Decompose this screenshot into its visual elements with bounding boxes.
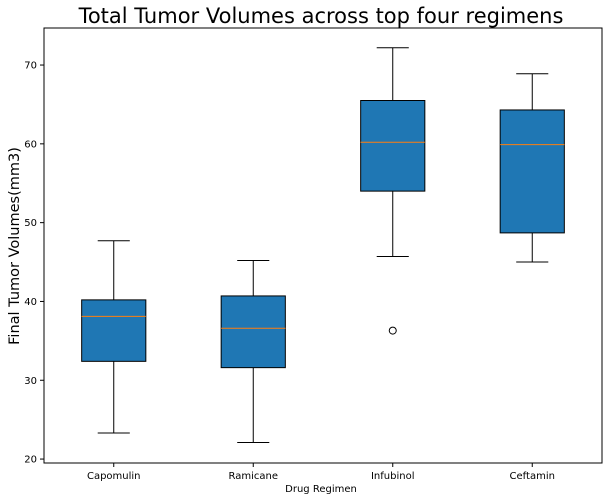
x-tick-label-ceftamin: Ceftamin	[510, 471, 555, 482]
y-tick-label: 40	[24, 297, 37, 308]
y-axis-label: Final Tumor Volumes(mm3)	[7, 147, 23, 345]
y-tick-label: 70	[24, 61, 37, 72]
box-ramicane	[220, 295, 286, 369]
y-tick-label: 30	[24, 376, 37, 387]
box-ceftamin	[499, 109, 565, 234]
y-tick-label: 50	[24, 218, 37, 229]
y-tick-label: 20	[24, 455, 37, 466]
outlier-infubinol	[388, 326, 397, 335]
x-tick-label-infubinol: Infubinol	[371, 471, 415, 482]
x-tick-label-ramicane: Ramicane	[229, 471, 279, 482]
x-tick-label-capomulin: Capomulin	[87, 471, 141, 482]
chart-title: Total Tumor Volumes across top four regi…	[78, 4, 564, 28]
box-capomulin	[81, 299, 147, 362]
plot-frame	[43, 27, 603, 464]
x-axis-label: Drug Regimen	[285, 484, 357, 495]
plot-area: 20 30 40 50 60 70 Capomulin Ramicane Infubinol Ce…	[24, 47, 565, 482]
y-tick-label: 60	[24, 139, 37, 150]
box-infubinol	[360, 100, 426, 192]
